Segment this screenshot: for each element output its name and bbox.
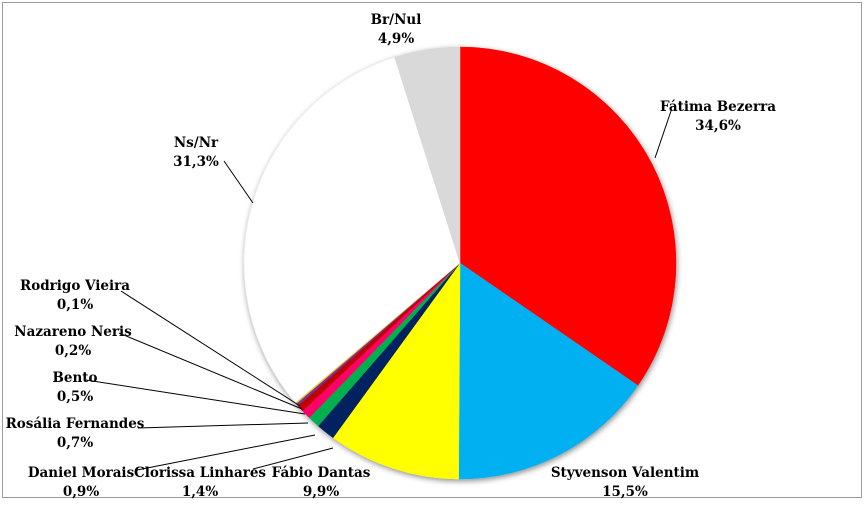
slice-br-nul [394,46,461,264]
slice-value-rodrigo-vieira: 0,1% [57,297,93,313]
slice-name-rosalia-fernandes: Rosália Fernandes [6,416,145,432]
slice-fabio-dantas [332,262,461,480]
slice-name-fabio-dantas: Fábio Dantas [272,465,371,481]
slice-ns-nr [243,56,461,404]
slice-labels: Fátima Bezerra 34,6% Styvenson Valentim 15,… [6,12,777,499]
slice-name-nazareno-neris: Nazareno Neris [14,324,132,340]
leader-line-rodrigo-vieira [120,290,301,407]
slice-name-fatima-bezerra: Fátima Bezerra [660,99,776,115]
leader-line-clorissa-linhares [252,447,334,470]
slice-value-rosalia-fernandes: 0,7% [57,435,93,451]
leader-lines [85,110,672,471]
leader-line-daniel-morais [136,434,316,471]
leader-line-bento [85,379,306,415]
slice-name-bento: Bento [52,370,97,386]
slice-name-clorissa-linhares: Clorissa Linhares [134,465,266,481]
slice-value-nazareno-neris: 0,2% [55,343,91,359]
slice-styvenson-valentim [458,262,639,480]
slice-value-daniel-morais: 0,9% [63,484,99,499]
leader-line-nazareno-neris [118,332,303,410]
slice-fatima-bezerra [459,46,677,386]
pie-slices [243,46,677,480]
slice-value-fabio-dantas: 9,9% [303,484,339,499]
slice-name-ns-nr: Ns/Nr [174,135,219,151]
leader-line-ns-nr [223,160,254,204]
slice-value-clorissa-linhares: 1,4% [182,484,218,499]
slice-name-rodrigo-vieira: Rodrigo Vieira [20,278,130,294]
slice-name-br-nul: Br/Nul [371,12,422,28]
slice-value-fatima-bezerra: 34,6% [695,118,741,134]
slice-value-br-nul: 4,9% [378,31,414,47]
slice-name-styvenson-valentim: Styvenson Valentim [551,465,699,481]
slice-value-ns-nr: 31,3% [173,154,219,170]
chart-frame: Fátima Bezerra 34,6% Styvenson Valentim 15,… [2,2,862,499]
pie-chart: Fátima Bezerra 34,6% Styvenson Valentim 15,… [6,12,777,499]
leader-line-fatima-bezerra [654,110,672,159]
slice-name-daniel-morais: Daniel Morais [28,465,135,481]
slice-value-styvenson-valentim: 15,5% [602,484,648,499]
slice-value-bento: 0,5% [57,389,93,405]
leader-line-rosalia-fernandes [137,422,309,429]
